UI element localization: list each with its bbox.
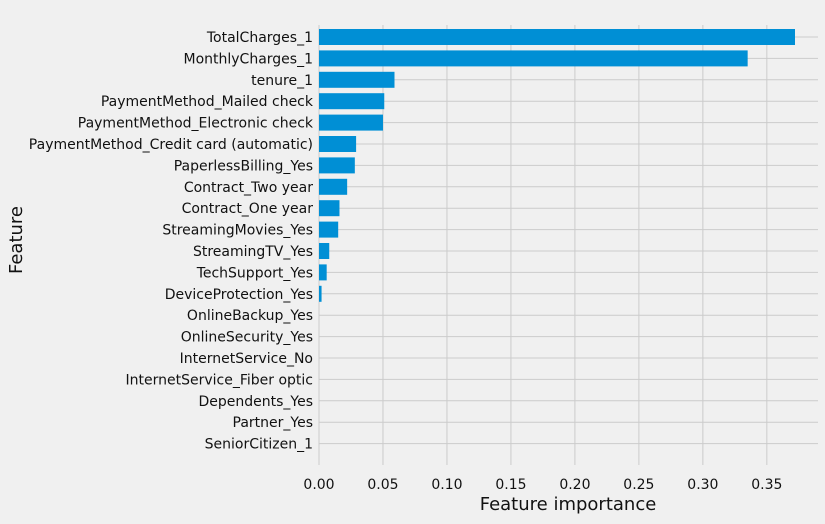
bar <box>319 200 340 217</box>
y-tick-label: tenure_1 <box>251 73 313 89</box>
bar <box>319 264 327 281</box>
y-tick-label: OnlineBackup_Yes <box>187 308 313 324</box>
y-tick-label: Contract_One year <box>182 201 314 217</box>
y-tick-label: Dependents_Yes <box>198 394 313 410</box>
bar <box>319 285 322 302</box>
y-tick-label: SeniorCitizen_1 <box>205 437 313 453</box>
x-tick-label: 0.05 <box>367 477 398 493</box>
y-tick-label: Partner_Yes <box>233 415 313 431</box>
x-tick-labels: 0.00 0.05 0.10 0.15 0.20 0.25 0.30 0.35 <box>303 477 782 493</box>
y-tick-label: Contract_Two year <box>184 180 313 196</box>
bar <box>319 93 385 110</box>
bar <box>319 71 395 88</box>
bar <box>319 221 339 238</box>
bar <box>319 29 795 45</box>
x-axis-title: Feature importance <box>480 494 657 515</box>
y-tick-label: TotalCharges_1 <box>206 30 313 46</box>
bar <box>319 136 357 152</box>
bars <box>319 29 795 302</box>
y-tick-label: MonthlyCharges_1 <box>184 51 314 67</box>
x-tick-label: 0.00 <box>303 477 334 493</box>
y-tick-label: PaymentMethod_Mailed check <box>101 94 314 110</box>
x-tick-label: 0.35 <box>751 477 782 493</box>
bar <box>319 178 348 195</box>
x-tick-label: 0.30 <box>687 477 718 493</box>
grid-lines <box>318 25 818 465</box>
bar <box>319 157 355 174</box>
y-tick-label: PaymentMethod_Electronic check <box>78 116 314 132</box>
bar <box>319 243 330 259</box>
y-tick-labels: TotalCharges_1 MonthlyCharges_1 tenure_1 Pa… <box>29 30 314 453</box>
x-tick-label: 0.15 <box>495 477 526 493</box>
x-tick-label: 0.10 <box>431 477 462 493</box>
y-tick-label: OnlineSecurity_Yes <box>181 330 313 346</box>
y-axis-title: Feature <box>6 206 27 274</box>
y-tick-label: StreamingMovies_Yes <box>162 223 313 239</box>
y-tick-label: InternetService_No <box>180 351 313 367</box>
bar <box>319 114 383 131</box>
y-tick-label: StreamingTV_Yes <box>193 244 313 260</box>
bar <box>319 50 748 67</box>
y-tick-label: DeviceProtection_Yes <box>165 287 313 303</box>
y-tick-label: TechSupport_Yes <box>196 265 313 281</box>
y-tick-label: InternetService_Fiber optic <box>126 372 314 388</box>
y-tick-label: PaperlessBilling_Yes <box>174 158 313 174</box>
x-tick-label: 0.20 <box>559 477 590 493</box>
x-tick-label: 0.25 <box>623 477 654 493</box>
y-tick-label: PaymentMethod_Credit card (automatic) <box>29 137 313 153</box>
